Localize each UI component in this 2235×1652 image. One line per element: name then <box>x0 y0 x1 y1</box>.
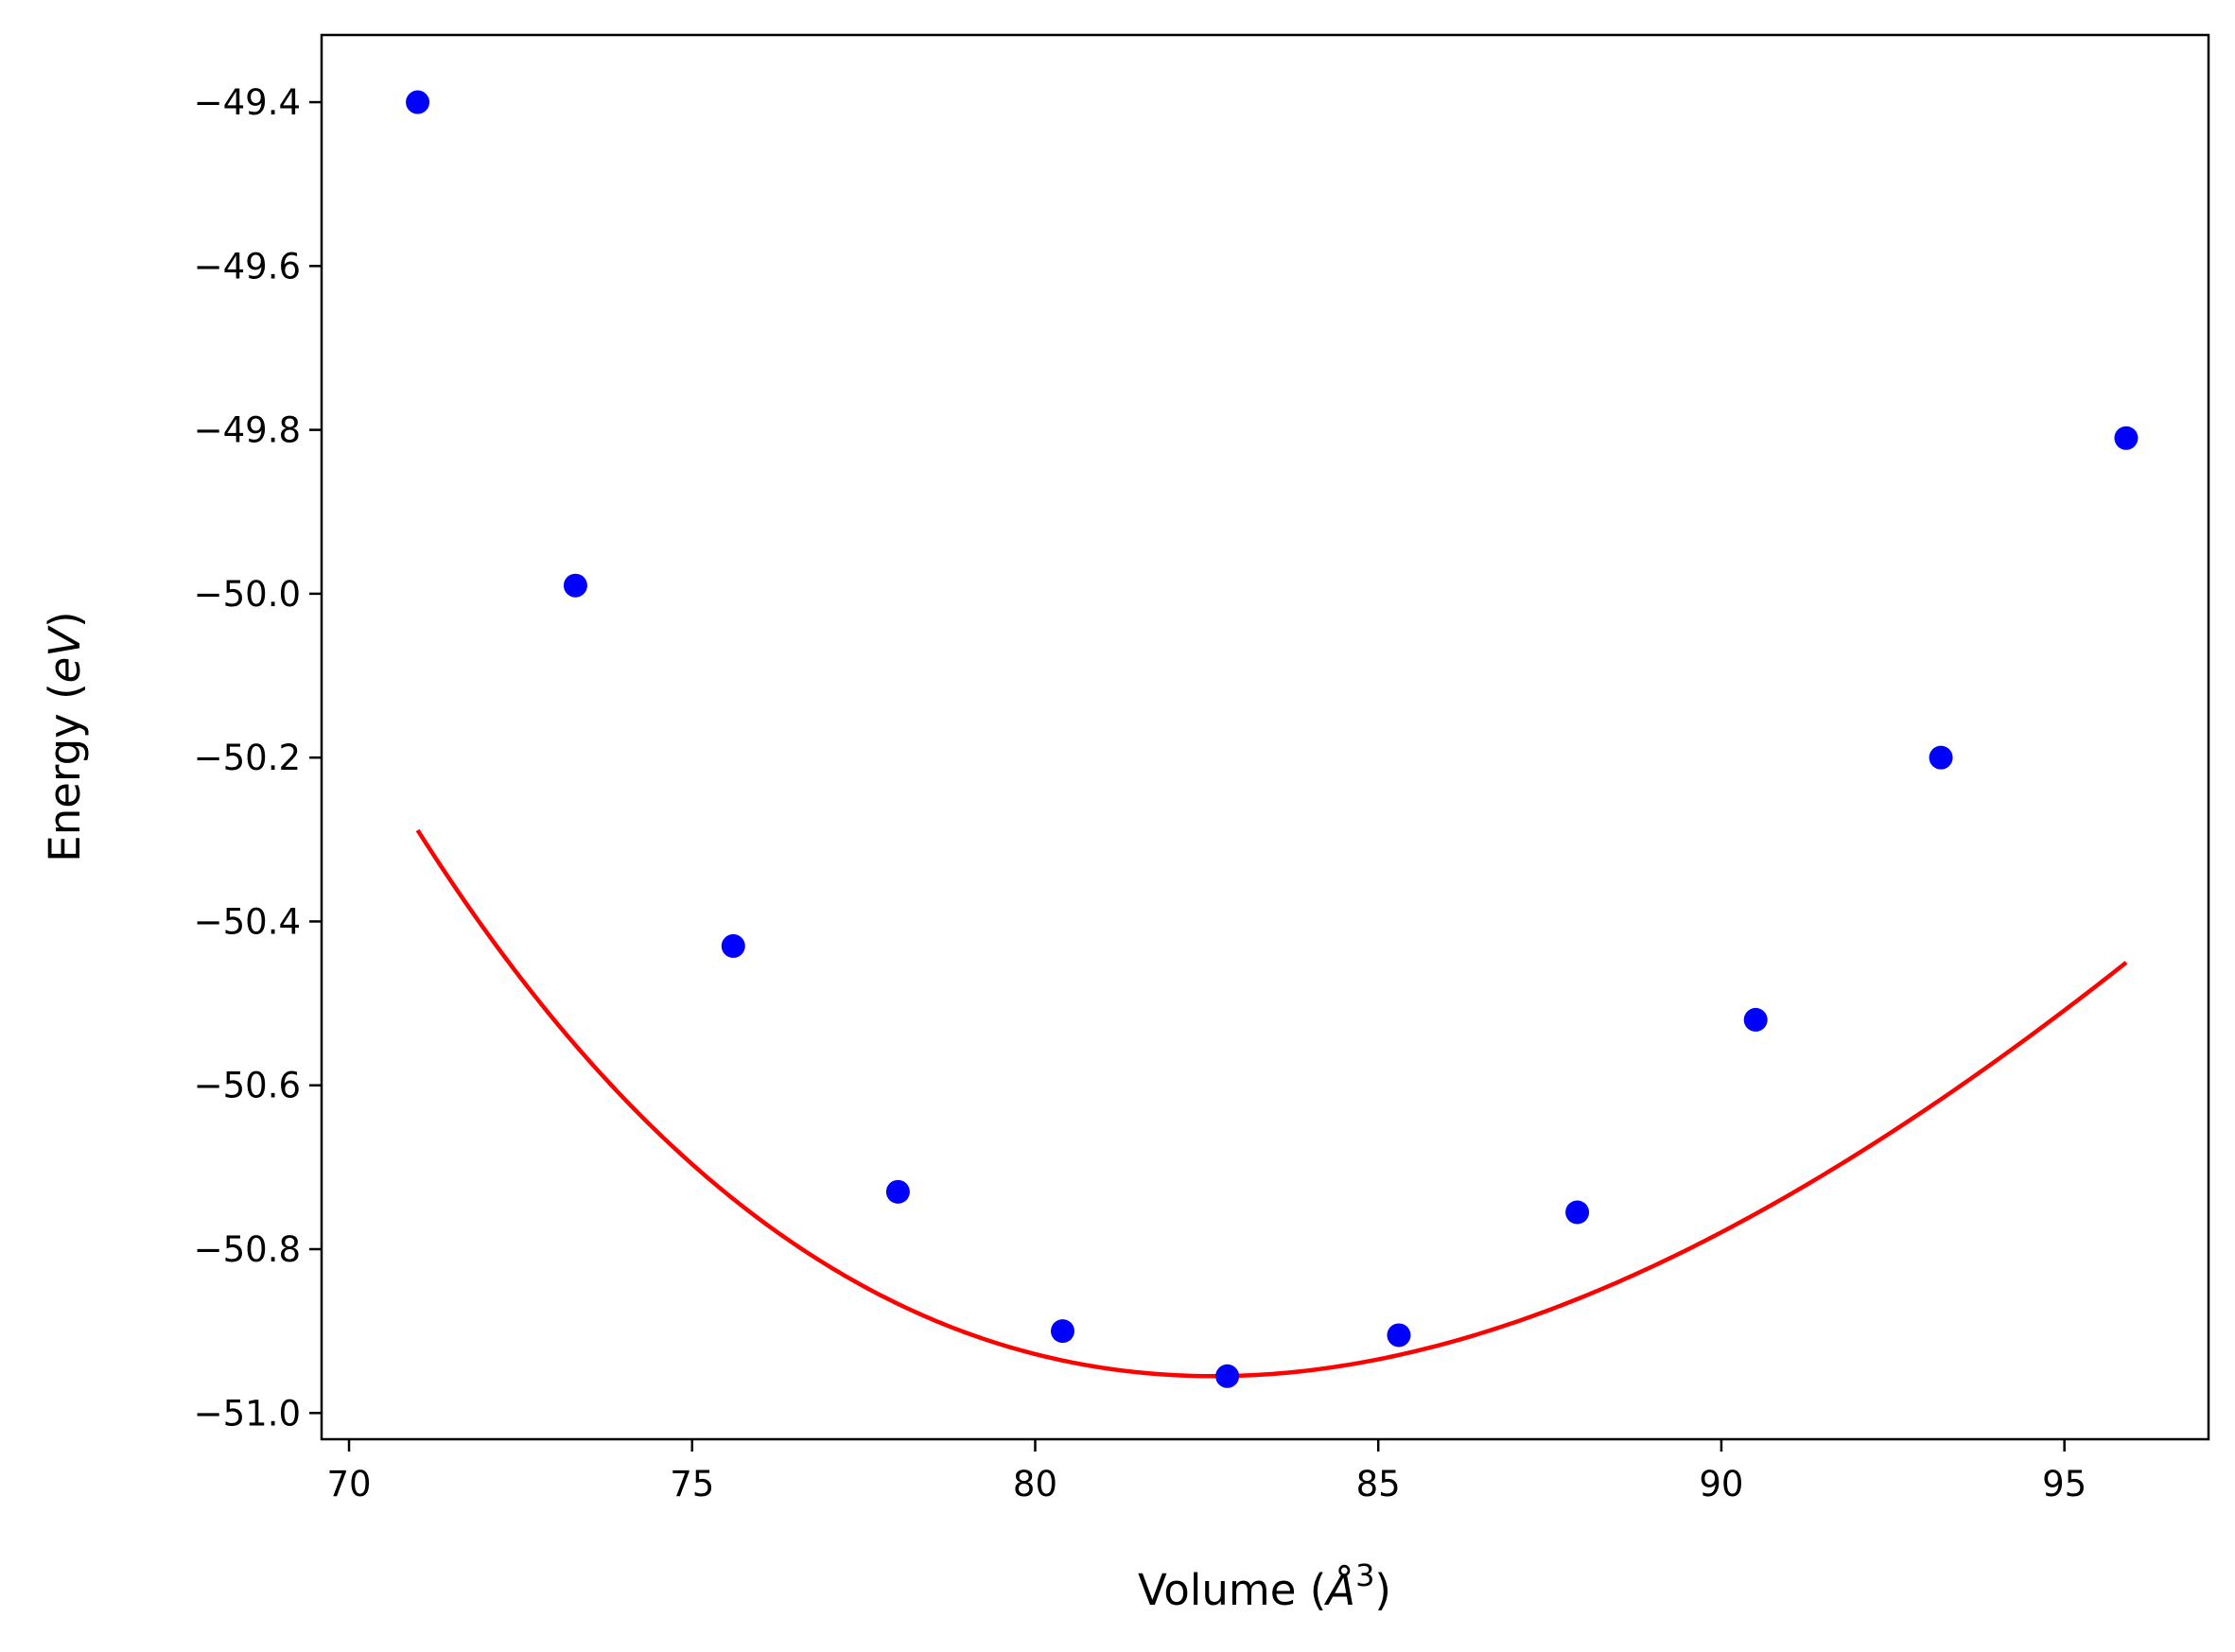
data-point <box>2114 426 2139 450</box>
data-point <box>563 573 587 598</box>
y-tick-label: −49.8 <box>194 410 301 451</box>
y-tick-label: −51.0 <box>194 1393 301 1434</box>
fit-curve-layer <box>415 828 2128 1379</box>
x-axis-ticks: 70 75 80 85 90 95 <box>326 1439 2087 1504</box>
x-tick-label: 75 <box>670 1464 714 1504</box>
y-tick-label: −50.0 <box>194 574 301 615</box>
data-point <box>721 933 745 958</box>
x-tick-label: 95 <box>2042 1464 2087 1504</box>
y-tick-label: −50.2 <box>194 738 301 778</box>
data-points-layer <box>406 90 2139 1388</box>
x-axis-label: Volume (Å3) <box>1138 1557 1391 1615</box>
x-tick-label: 85 <box>1356 1464 1401 1504</box>
x-axis-unit: Å <box>1323 1565 1355 1615</box>
plot-frame <box>320 33 2210 1441</box>
data-point <box>1929 745 1953 770</box>
x-tick-label: 70 <box>326 1464 371 1504</box>
y-axis-label-text: Energy <box>40 713 90 862</box>
y-tick-label: −50.6 <box>194 1066 301 1106</box>
y-axis-unit: eV <box>40 625 90 684</box>
y-tick-label: −50.8 <box>194 1229 301 1270</box>
data-point <box>1743 1007 1768 1032</box>
x-axis-label-text: Volume <box>1138 1565 1296 1615</box>
y-axis-label: Energy (eV) <box>40 611 90 861</box>
data-point <box>406 90 430 114</box>
x-axis-unit-exponent: 3 <box>1355 1557 1374 1593</box>
data-point <box>885 1179 910 1204</box>
x-tick-label: 80 <box>1013 1464 1057 1504</box>
y-tick-label: −50.4 <box>194 901 301 942</box>
x-tick-label: 90 <box>1699 1464 1743 1504</box>
plot-area <box>320 33 2210 1441</box>
data-point <box>1215 1364 1240 1388</box>
data-point <box>1565 1200 1590 1225</box>
plot-background <box>322 35 2209 1439</box>
data-point <box>1387 1323 1411 1348</box>
y-tick-label: −49.6 <box>194 246 301 287</box>
fit-curve <box>415 828 2128 1379</box>
y-axis-ticks: −49.4 −49.6 −49.8 −50.0 −50.2 −50.4 −50.6 −50.8… <box>194 82 322 1434</box>
y-tick-label: −49.4 <box>194 82 301 123</box>
data-point <box>1050 1319 1074 1344</box>
